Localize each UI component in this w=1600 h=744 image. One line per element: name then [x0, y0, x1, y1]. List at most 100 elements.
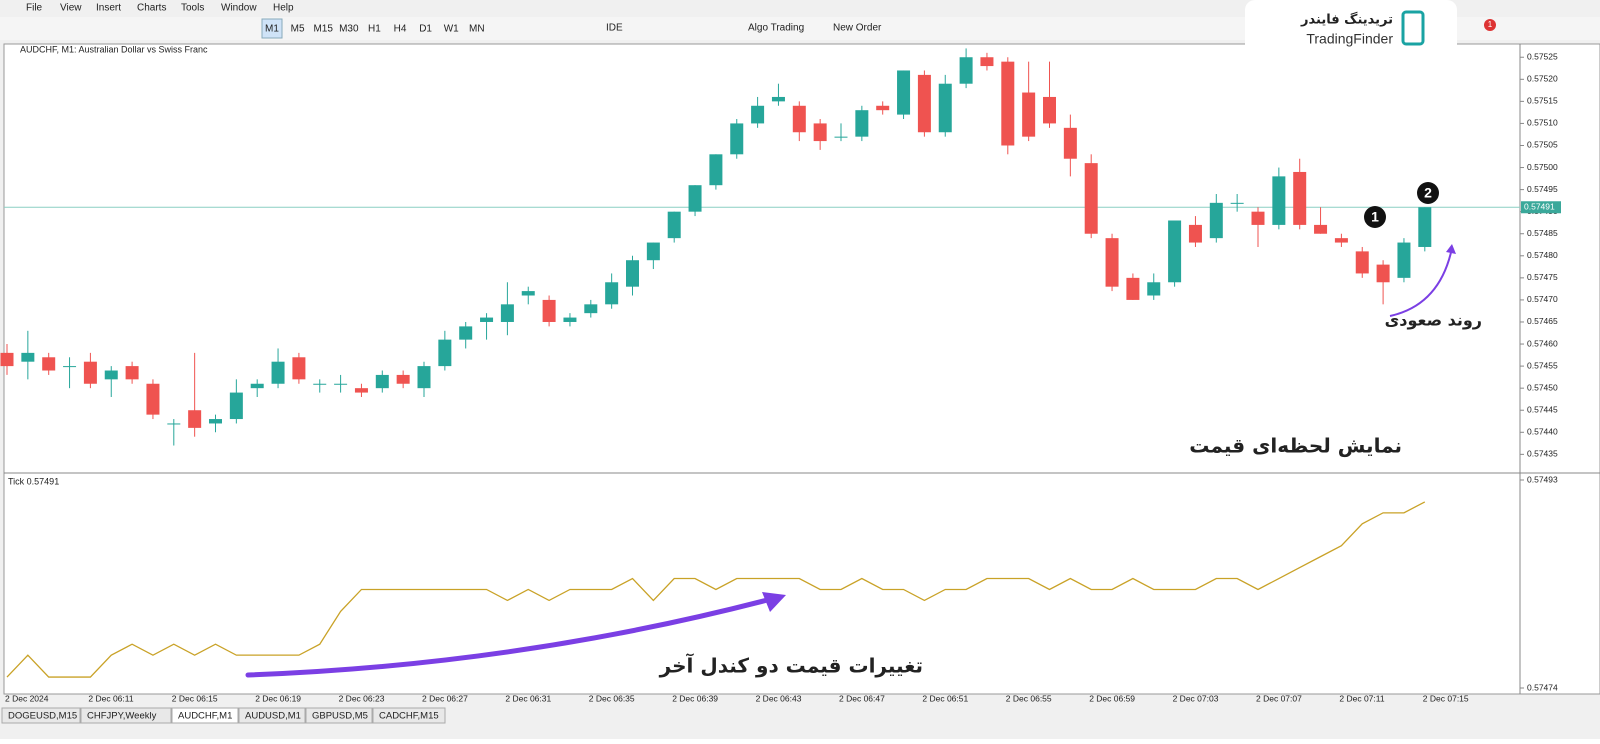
candle-body: [1043, 96, 1056, 124]
menu-item[interactable]: Charts: [137, 3, 166, 14]
indicator-label: Tick 0.57491: [8, 476, 59, 486]
price-label: 0.57520: [1527, 74, 1558, 84]
algo-trading-button[interactable]: Algo Trading: [748, 23, 804, 34]
timeframe-button[interactable]: MN: [469, 24, 485, 35]
candle-body: [104, 370, 118, 380]
candle-body: [63, 366, 77, 368]
price-label: 0.57460: [1527, 338, 1558, 348]
candle-body: [188, 410, 202, 428]
candle-body: [1397, 242, 1411, 278]
candle-body: [751, 105, 765, 124]
candle-body: [1168, 220, 1182, 283]
time-label: 2 Dec 06:27: [422, 693, 468, 703]
candle-body: [667, 211, 681, 239]
tick-arrow-head: [762, 592, 786, 612]
marker-1-text: 1: [1371, 209, 1379, 225]
candle-body: [396, 374, 410, 384]
marker-2: [1417, 182, 1439, 204]
price-label: 0.57510: [1527, 118, 1558, 128]
time-label: 2 Dec 07:03: [1173, 693, 1219, 703]
timeframe-button[interactable]: M30: [339, 24, 359, 35]
menu-item[interactable]: Window: [221, 3, 257, 14]
tab[interactable]: [305, 707, 373, 724]
candle-body: [542, 299, 556, 322]
menu-item[interactable]: Help: [273, 3, 294, 14]
candle-body: [1376, 264, 1390, 283]
tab[interactable]: [372, 707, 446, 724]
candle-body: [1022, 92, 1036, 137]
candle-body: [354, 388, 368, 393]
candle-body: [1293, 171, 1307, 225]
candle-body: [83, 361, 97, 384]
menu-item[interactable]: Tools: [181, 3, 204, 14]
candle-body: [1105, 238, 1119, 287]
logo-fa: تریدینگ فایندر: [1300, 12, 1393, 28]
price-label: 0.57445: [1527, 404, 1558, 414]
notification-badge[interactable]: [1484, 19, 1496, 31]
notification-count: 1: [1488, 20, 1493, 29]
time-label: 2 Dec 06:23: [339, 693, 385, 703]
timeframe-button[interactable]: M1: [265, 24, 279, 35]
tick-line: [6, 501, 1426, 678]
tab[interactable]: [171, 707, 239, 724]
candle-body: [0, 352, 14, 367]
uptrend-arrow: [1389, 247, 1453, 317]
time-label: 2 Dec 07:11: [1339, 693, 1384, 703]
menu-item[interactable]: View: [60, 3, 82, 14]
time-label: 2 Dec 06:19: [255, 693, 301, 703]
candle-body: [375, 374, 389, 389]
candle-body: [313, 383, 327, 385]
candle-body: [938, 83, 952, 133]
candle-body: [897, 70, 911, 115]
candle-body: [146, 383, 160, 415]
menu-item[interactable]: File: [26, 3, 43, 14]
tab[interactable]: [238, 707, 306, 724]
candle-body: [42, 357, 56, 371]
candle-body: [1272, 176, 1286, 225]
candle-body: [229, 392, 243, 420]
candle-body: [876, 105, 890, 111]
candle-body: [980, 57, 994, 67]
candle-body: [1230, 202, 1244, 204]
tab[interactable]: [80, 707, 172, 724]
tab-label: CHFJPY,Weekly: [87, 711, 157, 722]
tab-label: CADCHF,M15: [379, 711, 439, 722]
timeframe-button[interactable]: H4: [394, 24, 407, 35]
candle-body: [959, 57, 973, 84]
tab-label: DOGEUSD,M15: [8, 711, 77, 722]
chart-title: AUDCHF, M1: Australian Dollar vs Swiss F…: [20, 44, 208, 54]
price-label: 0.57470: [1527, 294, 1558, 304]
candle-body: [125, 366, 139, 380]
timeframe-button[interactable]: D1: [419, 24, 432, 35]
time-label: 2 Dec 2024: [5, 693, 49, 703]
tick-arrow: [245, 595, 778, 678]
time-label: 2 Dec 06:47: [839, 693, 885, 703]
marker-2-text: 2: [1424, 185, 1432, 201]
new-order-button[interactable]: New Order: [833, 23, 882, 34]
timeframe-button[interactable]: W1: [444, 24, 459, 35]
candle-body: [1314, 224, 1328, 234]
timeframe-button[interactable]: M15: [313, 24, 333, 35]
candle-body: [626, 260, 639, 287]
time-label: 2 Dec 06:39: [672, 693, 718, 703]
timeframe-button[interactable]: H1: [368, 24, 381, 35]
time-label: 2 Dec 06:35: [589, 693, 635, 703]
menu-item[interactable]: Insert: [96, 3, 121, 14]
candle-body: [1063, 127, 1077, 159]
price-label: 0.57525: [1527, 51, 1558, 61]
ide-button[interactable]: IDE: [606, 23, 623, 34]
candle-body: [855, 110, 869, 137]
logo-en: TradingFinder: [1306, 31, 1393, 47]
candle-body: [813, 123, 827, 142]
tab[interactable]: [1, 707, 81, 724]
candle-body: [21, 352, 35, 362]
price-label: 0.57495: [1527, 184, 1558, 194]
timeframe-button[interactable]: M5: [291, 24, 305, 35]
candle-body: [688, 185, 702, 212]
candle-body: [1126, 277, 1140, 300]
time-label: 2 Dec 06:15: [172, 693, 218, 703]
price-label: 0.57455: [1527, 360, 1558, 370]
candle-body: [1147, 282, 1161, 296]
